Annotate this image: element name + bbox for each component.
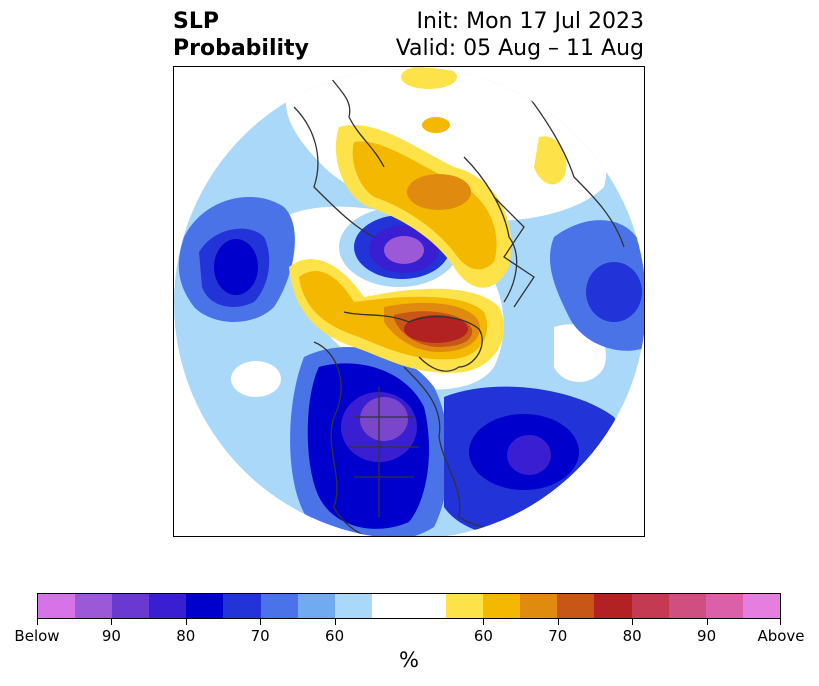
below-region-asia xyxy=(586,262,642,322)
map-svg xyxy=(174,67,644,536)
colorbar-segment xyxy=(594,594,632,618)
colorbar xyxy=(37,593,781,619)
above-region-east-asia xyxy=(422,117,450,133)
below-region-atlantic xyxy=(507,435,551,475)
colorbar-segment xyxy=(38,594,76,618)
colorbar-segment xyxy=(668,594,706,618)
chart-title: SLP Probability xyxy=(173,8,309,62)
colorbar-segment xyxy=(520,594,558,618)
colorbar-tick-label: 80 xyxy=(622,627,642,645)
colorbar-tick-label: 70 xyxy=(548,627,568,645)
colorbar-tick xyxy=(557,619,559,625)
colorbar-tick-label: 90 xyxy=(697,627,717,645)
colorbar-tick-label: 80 xyxy=(176,627,196,645)
colorbar-tick-label: 70 xyxy=(250,627,270,645)
valid-dates: Valid: 05 Aug – 11 Aug xyxy=(395,36,644,61)
colorbar-segment xyxy=(408,594,447,618)
above-region-eurasia xyxy=(407,174,471,210)
coastlines xyxy=(293,67,625,536)
colorbar-segment xyxy=(186,594,224,618)
below-region-north-america xyxy=(360,397,408,441)
colorbar-tick xyxy=(185,619,187,625)
colorbar-segment xyxy=(705,594,743,618)
colorbar-tick-label: 60 xyxy=(473,627,493,645)
colorbar-segment xyxy=(557,594,595,618)
colorbar-segment xyxy=(75,594,113,618)
colorbar-tick xyxy=(706,619,708,625)
above-region-east-asia xyxy=(534,136,567,185)
probability-fields xyxy=(174,67,644,536)
colorbar-tick-label: Below xyxy=(14,627,60,645)
colorbar-segment xyxy=(446,594,484,618)
colorbar-tick-label: 90 xyxy=(101,627,121,645)
colorbar-tick-label: 60 xyxy=(325,627,345,645)
colorbar-segment xyxy=(334,594,372,618)
colorbar-tick xyxy=(334,619,336,625)
forecast-dates: Init: Mon 17 Jul 2023 Valid: 05 Aug – 11… xyxy=(396,8,644,62)
colorbar-segment xyxy=(483,594,521,618)
colorbar-tick xyxy=(37,619,38,625)
colorbar-segment xyxy=(260,594,298,618)
above-region-greenland xyxy=(404,315,468,343)
colorbar-tick xyxy=(632,619,634,625)
colorbar-segment xyxy=(371,594,409,618)
colorbar-units: % xyxy=(399,648,419,672)
below-region-arctic xyxy=(384,236,424,264)
title-line-2: Probability xyxy=(173,36,309,61)
colorbar-segment xyxy=(631,594,669,618)
colorbar-segment xyxy=(297,594,335,618)
colorbar-tick xyxy=(483,619,485,625)
colorbar-tick xyxy=(780,619,781,625)
colorbar-segment xyxy=(223,594,261,618)
colorbar-segment xyxy=(112,594,150,618)
colorbar-segment xyxy=(742,594,780,618)
colorbar-tick xyxy=(111,619,113,625)
colorbar-segment xyxy=(149,594,187,618)
title-line-1: SLP xyxy=(173,9,219,34)
colorbar-tick-label: Above xyxy=(757,627,805,645)
probability-map xyxy=(173,66,645,537)
above-region-east-asia xyxy=(401,67,457,89)
below-region-pacific xyxy=(214,239,258,295)
neutral-region xyxy=(231,361,281,397)
init-date: Init: Mon 17 Jul 2023 xyxy=(416,9,644,34)
colorbar-tick xyxy=(260,619,262,625)
